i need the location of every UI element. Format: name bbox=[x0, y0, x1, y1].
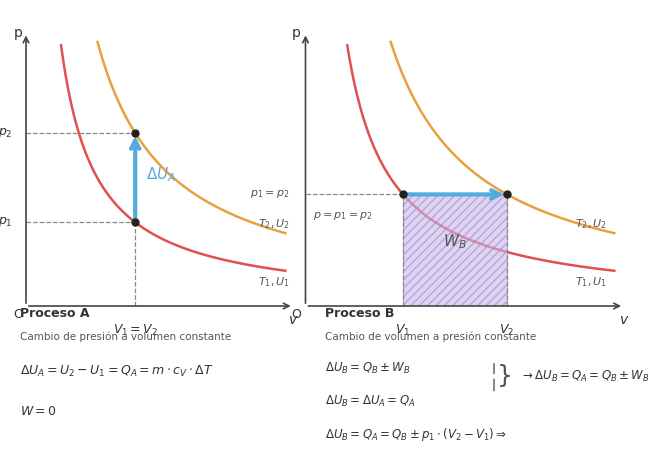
Text: $\Delta U_B = Q_A = Q_B \pm p_1 \cdot (V_2 - V_1) \Rightarrow$: $\Delta U_B = Q_A = Q_B \pm p_1 \cdot (V… bbox=[325, 426, 507, 443]
Polygon shape bbox=[403, 194, 507, 306]
Text: Cambio de presión a volumen constante: Cambio de presión a volumen constante bbox=[20, 331, 231, 342]
Text: }: } bbox=[497, 364, 514, 388]
Text: $T_1, U_1$: $T_1, U_1$ bbox=[258, 274, 290, 288]
Text: $p_1$: $p_1$ bbox=[0, 215, 12, 230]
Text: $T_2, U_2$: $T_2, U_2$ bbox=[575, 218, 607, 231]
Text: p: p bbox=[14, 26, 22, 40]
Text: Proceso B: Proceso B bbox=[325, 307, 395, 320]
Text: $V_1$: $V_1$ bbox=[395, 323, 411, 338]
Text: $\Delta U_B = \Delta U_A = Q_A$: $\Delta U_B = \Delta U_A = Q_A$ bbox=[325, 394, 415, 409]
Text: v: v bbox=[289, 313, 298, 327]
Text: $p = p_1 = p_2$: $p = p_1 = p_2$ bbox=[313, 210, 372, 222]
Text: $V_1 = V_2$: $V_1 = V_2$ bbox=[112, 323, 158, 338]
Text: $\Delta U_A = U_2 - U_1 = Q_A = m \cdot c_V \cdot \Delta T$: $\Delta U_A = U_2 - U_1 = Q_A = m \cdot … bbox=[20, 364, 213, 379]
Text: $p_2$: $p_2$ bbox=[0, 126, 12, 140]
Text: Cambio de volumen a presión constante: Cambio de volumen a presión constante bbox=[325, 331, 536, 342]
Text: O: O bbox=[291, 308, 301, 321]
Text: $W_B$: $W_B$ bbox=[443, 233, 467, 251]
Text: v: v bbox=[620, 313, 628, 327]
Text: $\Delta U_A$: $\Delta U_A$ bbox=[146, 166, 176, 184]
Text: p: p bbox=[291, 26, 300, 40]
Text: $p_1 = p_2$: $p_1 = p_2$ bbox=[250, 189, 289, 200]
Text: $\Delta U_B = Q_B \pm W_B$: $\Delta U_B = Q_B \pm W_B$ bbox=[325, 361, 411, 376]
Text: $T_2, U_2$: $T_2, U_2$ bbox=[258, 218, 290, 231]
Text: $W = 0$: $W = 0$ bbox=[20, 405, 57, 418]
Text: Proceso A: Proceso A bbox=[20, 307, 89, 320]
Text: $\rightarrow \Delta U_B = Q_A = Q_B \pm W_B$: $\rightarrow \Delta U_B = Q_A = Q_B \pm … bbox=[520, 369, 649, 384]
Text: $V_2$: $V_2$ bbox=[499, 323, 515, 338]
Text: $T_1, U_1$: $T_1, U_1$ bbox=[575, 274, 607, 288]
Text: O: O bbox=[13, 308, 23, 321]
